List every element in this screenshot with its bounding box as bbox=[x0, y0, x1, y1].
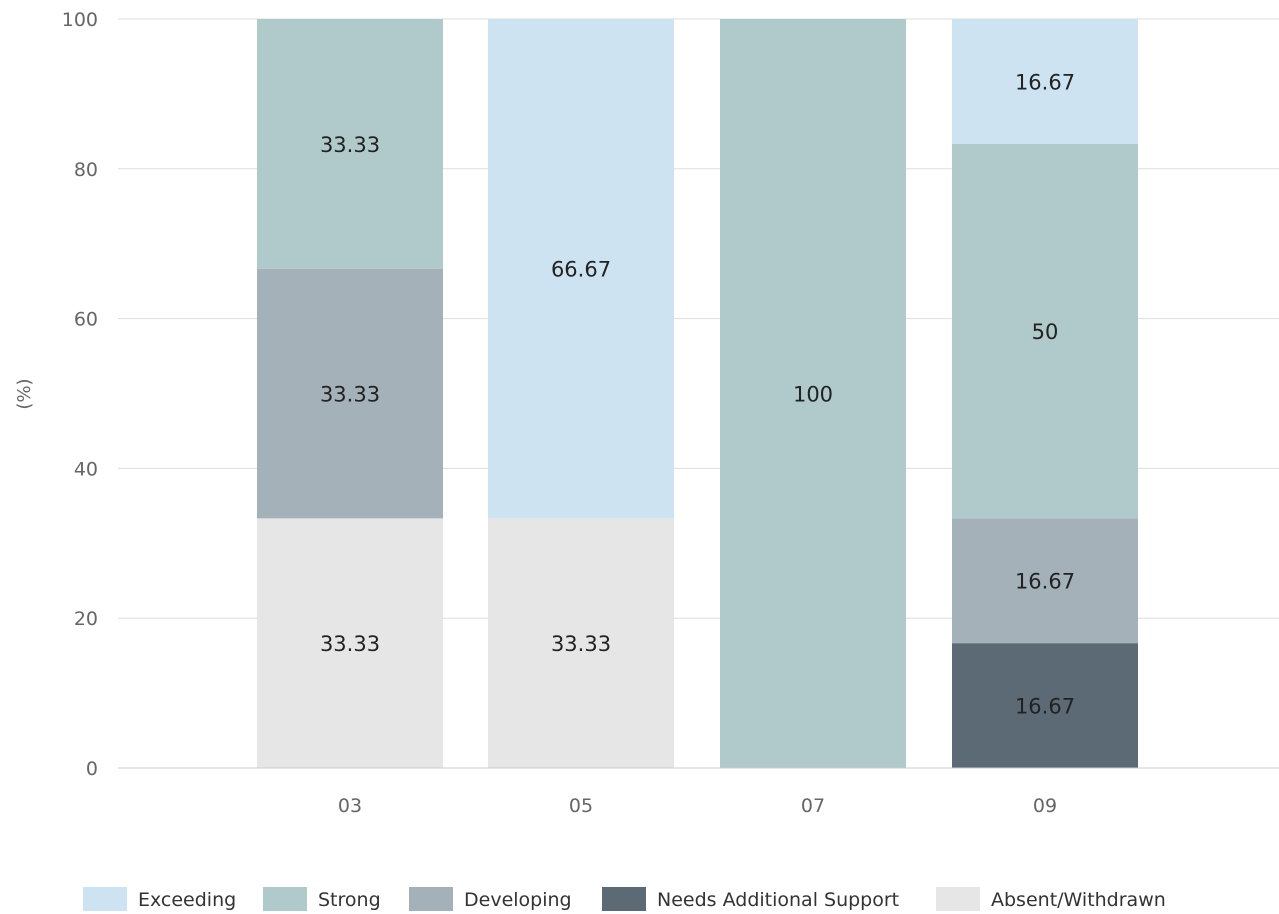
legend-item-absent-withdrawn[interactable]: Absent/Withdrawn bbox=[936, 887, 1166, 911]
bar-segment-developing-09[interactable] bbox=[952, 518, 1138, 644]
bar-segment-strong-09[interactable] bbox=[952, 143, 1138, 519]
y-tick-label: 40 bbox=[74, 458, 98, 480]
y-tick-label: 0 bbox=[86, 758, 98, 780]
x-tick-label: 09 bbox=[1033, 795, 1057, 817]
legend-label: Developing bbox=[464, 889, 572, 911]
legend-item-needs-additional-support[interactable]: Needs Additional Support bbox=[602, 887, 899, 911]
bar-segment-exceeding-05[interactable] bbox=[488, 19, 674, 519]
bar-segment-strong-07[interactable] bbox=[720, 19, 906, 768]
y-tick-label: 60 bbox=[74, 309, 98, 331]
legend-item-strong[interactable]: Strong bbox=[263, 887, 381, 911]
data-label: 50 bbox=[1032, 320, 1059, 344]
bar-segment-absent-withdrawn-05[interactable] bbox=[488, 518, 674, 768]
x-tick-label: 05 bbox=[569, 795, 593, 817]
x-tick-label: 07 bbox=[801, 795, 825, 817]
data-label: 33.33 bbox=[320, 383, 380, 407]
legend-label: Exceeding bbox=[138, 889, 236, 911]
legend-label: Needs Additional Support bbox=[657, 889, 899, 911]
data-labels: 33.33 33.33 33.33 33.33 66.67 100 16.67 16.67 50… bbox=[320, 70, 1075, 718]
data-label: 16.67 bbox=[1015, 695, 1075, 719]
legend: Exceeding Strong Developing Needs Additiona… bbox=[83, 887, 1166, 911]
data-label: 100 bbox=[793, 383, 833, 407]
y-tick-label: 100 bbox=[62, 9, 98, 31]
legend-item-developing[interactable]: Developing bbox=[409, 887, 572, 911]
data-label: 66.67 bbox=[551, 258, 611, 282]
data-label: 33.33 bbox=[551, 632, 611, 656]
legend-swatch bbox=[83, 887, 127, 911]
x-tick-label: 03 bbox=[338, 795, 362, 817]
legend-swatch bbox=[409, 887, 453, 911]
legend-swatch bbox=[936, 887, 980, 911]
y-tick-label: 20 bbox=[74, 608, 98, 630]
bar-segment-absent-withdrawn-03[interactable] bbox=[257, 518, 443, 768]
y-axis: 0 20 40 60 80 100 bbox=[62, 9, 98, 780]
y-axis-title: (%) bbox=[14, 378, 35, 409]
legend-item-exceeding[interactable]: Exceeding bbox=[83, 887, 236, 911]
data-label: 33.33 bbox=[320, 133, 380, 157]
bar-segment-needs-additional-support-09[interactable] bbox=[952, 643, 1138, 768]
x-axis: 03 05 07 09 bbox=[118, 767, 1279, 817]
data-label: 16.67 bbox=[1015, 70, 1075, 94]
legend-label: Strong bbox=[318, 889, 381, 911]
data-label: 33.33 bbox=[320, 632, 380, 656]
data-label: 16.67 bbox=[1015, 570, 1075, 594]
legend-label: Absent/Withdrawn bbox=[991, 889, 1166, 911]
bar-segment-developing-03[interactable] bbox=[257, 268, 443, 519]
y-tick-label: 80 bbox=[74, 159, 98, 181]
legend-swatch bbox=[263, 887, 307, 911]
bars bbox=[257, 18, 1138, 768]
bar-segment-exceeding-09[interactable] bbox=[952, 18, 1138, 144]
bar-segment-strong-03[interactable] bbox=[257, 19, 443, 269]
legend-swatch bbox=[602, 887, 646, 911]
